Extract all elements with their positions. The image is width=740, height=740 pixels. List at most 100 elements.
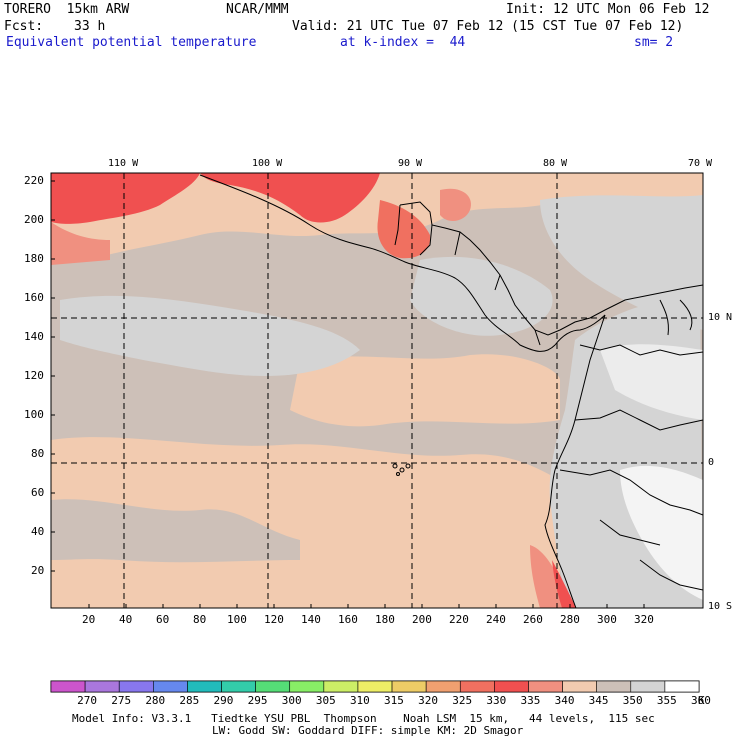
coast-red [552, 560, 576, 608]
colorbar-label: 300 [281, 694, 302, 707]
colorbar-label: 355 [656, 694, 677, 707]
model-title: TORERO 15km ARW [4, 2, 130, 17]
colorbar-label: 305 [315, 694, 336, 707]
colorbar-unit: K [698, 694, 705, 707]
y-tick: 20 [31, 564, 45, 577]
x-tick: 200 [412, 613, 432, 626]
borders-central-america [394, 204, 541, 346]
lat-label-10s: 10 S [708, 601, 733, 612]
band-mid [290, 354, 560, 427]
colorbar-label: 330 [486, 694, 507, 707]
galapagos-3 [405, 463, 411, 469]
center-label: NCAR/MMM [226, 2, 289, 17]
model-info: Model Info: V3.3.1 Tiedtke YSU PBL Thomp… [72, 712, 655, 725]
colorbar-label: 275 [111, 694, 132, 707]
colorbar-swatch [562, 680, 597, 693]
coast-caribbean [399, 201, 704, 336]
colorbar-label: 270 [77, 694, 97, 707]
x-tick: 220 [449, 613, 469, 626]
red-guatemala [377, 200, 431, 259]
x-tick: 140 [301, 613, 321, 626]
colorbar-swatch [323, 680, 359, 693]
band-south [51, 437, 560, 608]
map-frame [50, 172, 704, 609]
y-tick: 60 [31, 486, 45, 499]
galapagos-1 [392, 463, 398, 469]
colorbar-label: 285 [179, 694, 200, 707]
field-name: Equivalent potential temperature [6, 35, 257, 50]
x-tick: 80 [193, 613, 207, 626]
colorbar-label: 335 [520, 694, 541, 707]
colorbar-label: 345 [588, 694, 609, 707]
colorbar-swatch [596, 680, 632, 693]
colorbar-swatch [664, 680, 700, 693]
colorbar-swatch [459, 680, 495, 693]
forecast-label: Fcst: [4, 19, 44, 34]
colorbar-label: 325 [452, 694, 473, 707]
band-north [51, 173, 703, 263]
level-label: at k-index = 44 [340, 35, 466, 50]
smoothing-label: sm= 2 [634, 35, 674, 50]
patch-west [60, 295, 360, 376]
colorbar-swatch [221, 680, 256, 693]
axis-ticks [51, 180, 645, 608]
lon-label-70w: 70 W [688, 158, 713, 169]
model-physics: LW: Godd SW: Goddard DIFF: simple KM: 2D… [212, 724, 524, 737]
valid-time: Valid: 21 UTC Tue 07 Feb 12 (15 CST Tue … [292, 19, 684, 34]
galapagos-4 [396, 472, 400, 476]
colorbar-swatch [84, 680, 120, 693]
y-tick: 140 [24, 330, 44, 343]
coast-south-america-pacific [544, 314, 606, 609]
colorbar-label: 315 [384, 694, 404, 707]
x-tick: 260 [523, 613, 543, 626]
colorbar-label: 310 [349, 694, 370, 707]
x-tick: 100 [227, 613, 247, 626]
x-tick: 240 [486, 613, 506, 626]
patch-east [410, 256, 553, 336]
colorbar-label: 340 [554, 694, 575, 707]
land-white-south [620, 465, 703, 600]
x-tick: 160 [338, 613, 358, 626]
y-tick: 220 [24, 174, 44, 187]
colorbar-swatch [289, 680, 325, 693]
coast-central-america-pacific [199, 174, 606, 352]
colorbar-swatch [528, 680, 563, 693]
colorbar-swatch [153, 680, 188, 693]
colorbar-swatch [118, 680, 154, 693]
colorbar-label: 290 [213, 694, 234, 707]
colorbar [50, 680, 700, 693]
coastlines [199, 174, 704, 609]
y-tick: 120 [24, 369, 44, 382]
colorbar-label: 280 [145, 694, 166, 707]
graticule [51, 173, 703, 608]
lon-label-90w: 90 W [398, 158, 423, 169]
pink-yucatan [440, 188, 471, 222]
lat-label-0: 0 [708, 457, 715, 468]
y-tick: 40 [31, 525, 45, 538]
lon-label-110w: 110 W [108, 158, 139, 169]
red-northwest [51, 173, 200, 224]
y-tick: 100 [24, 408, 44, 421]
band-south-gray [51, 499, 300, 563]
lon-label-100w: 100 W [252, 158, 283, 169]
pink-northwest [51, 222, 110, 265]
x-tick: 300 [597, 613, 617, 626]
y-tick: 160 [24, 291, 44, 304]
coast-venezuela [659, 299, 693, 336]
land-white-north [600, 344, 703, 420]
y-tick: 80 [31, 447, 45, 460]
x-tick: 40 [119, 613, 133, 626]
colorbar-swatch [425, 680, 461, 693]
colorbar-label: 320 [418, 694, 439, 707]
x-tick: 320 [634, 613, 654, 626]
colorbar-swatch [50, 680, 86, 693]
colorbar-swatch [391, 680, 427, 693]
colorbar-label: 350 [622, 694, 643, 707]
x-tick: 60 [156, 613, 170, 626]
colorbar-label: 295 [247, 694, 268, 707]
x-tick: 20 [82, 613, 96, 626]
x-tick: 180 [375, 613, 395, 626]
lon-label-80w: 80 W [543, 158, 568, 169]
colorbar-swatch [494, 680, 529, 693]
